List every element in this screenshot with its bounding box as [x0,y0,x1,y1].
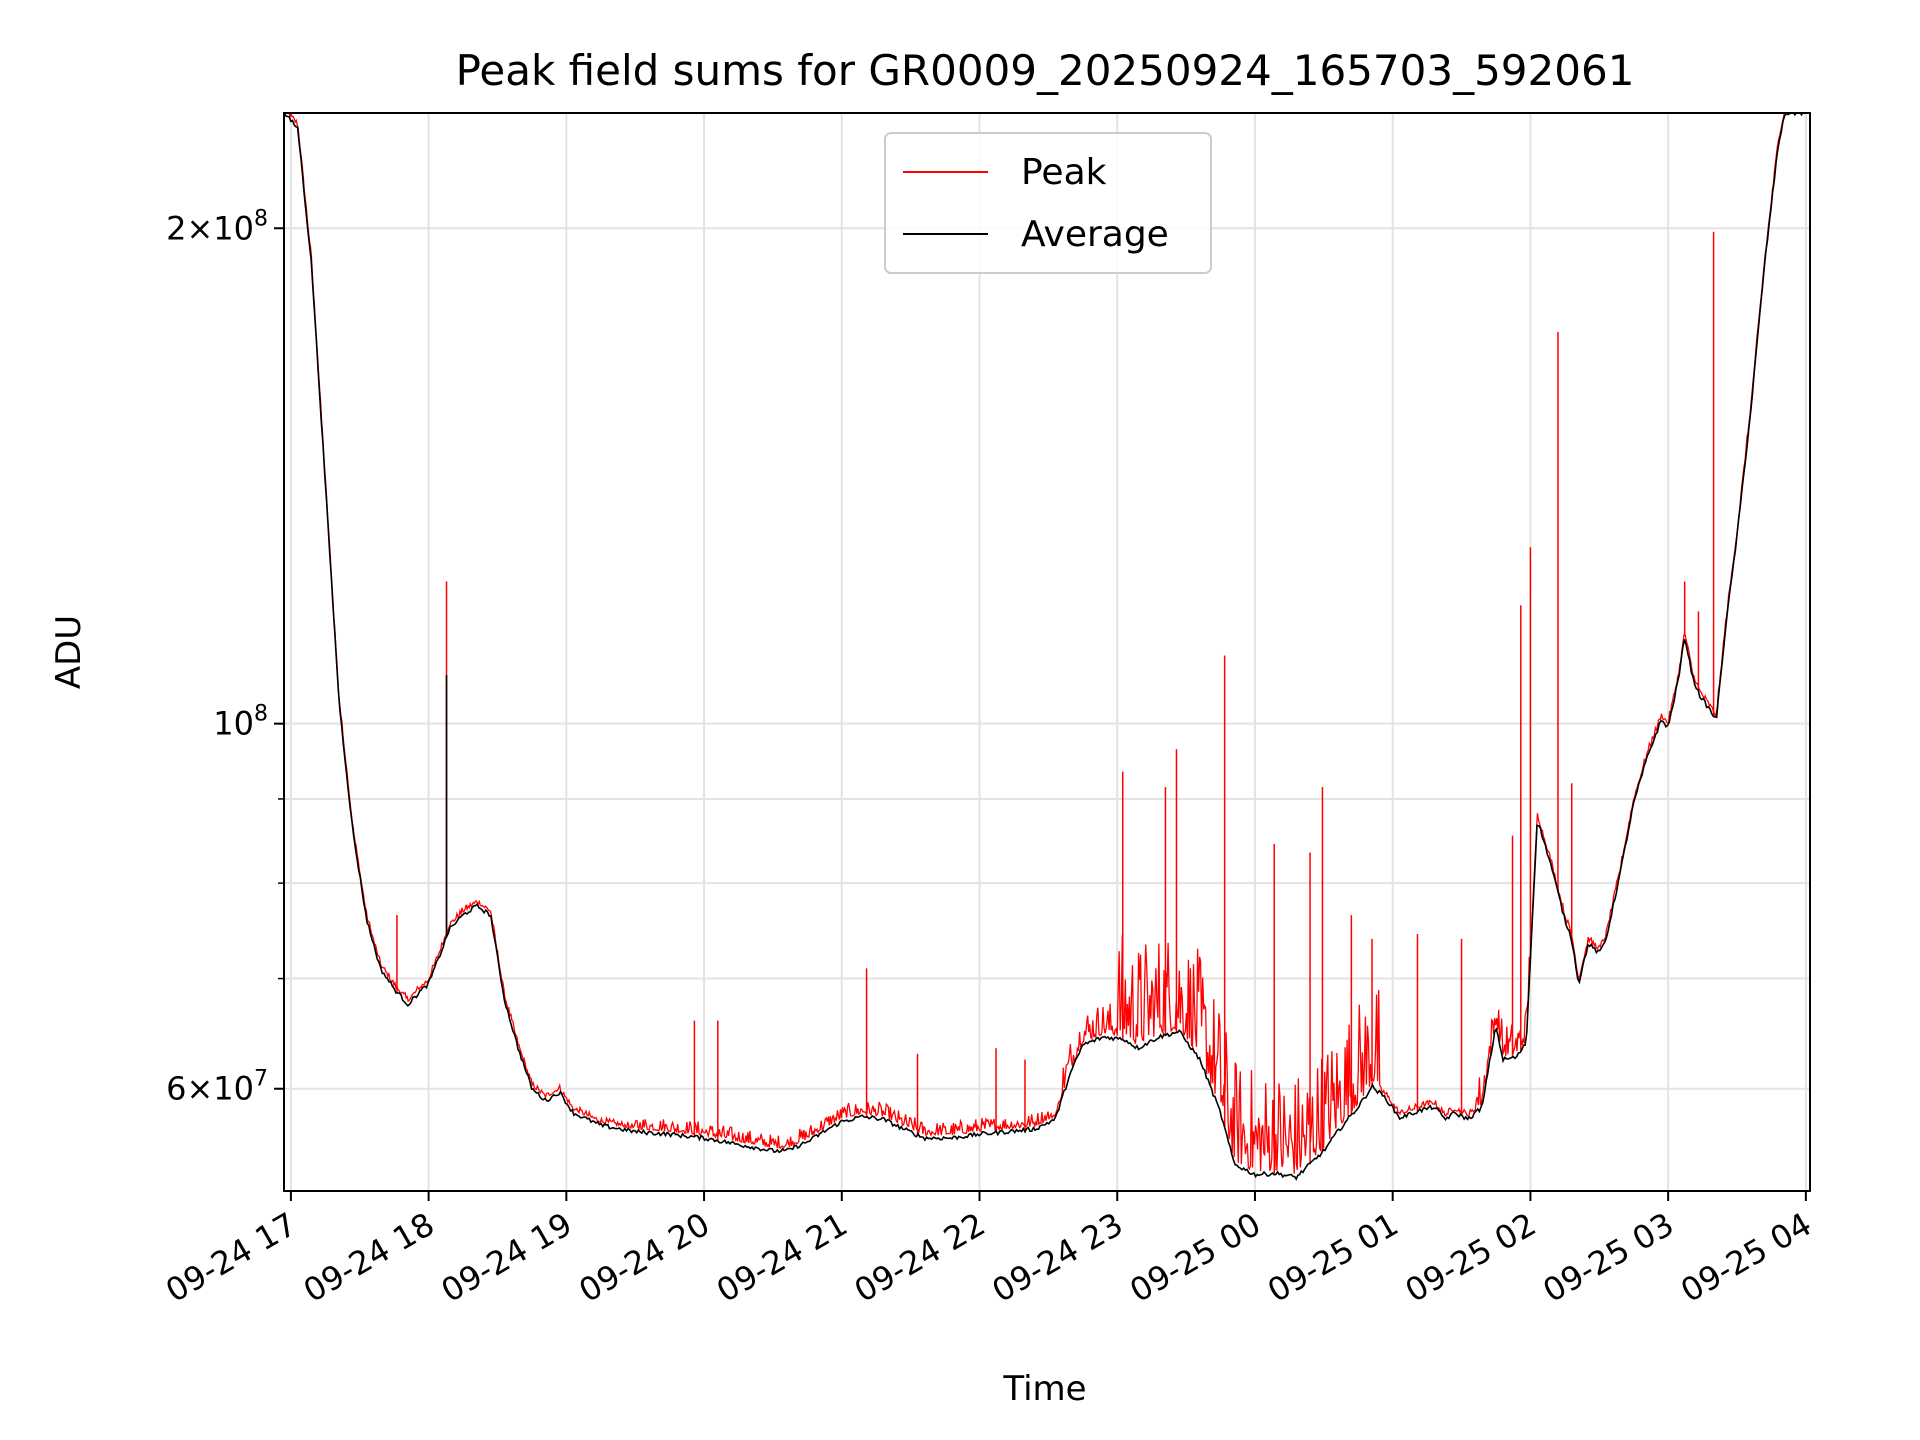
legend: Peak Average [884,132,1212,274]
y-tick-label: 2×108 [166,206,268,247]
legend-box [884,132,1212,274]
axes-frame [283,112,1811,1192]
legend-peak-label: Peak [1021,152,1107,193]
legend-average-label: Average [1021,214,1169,255]
y-tick-label: 6×107 [166,1067,268,1108]
average-series-line [284,113,1810,1181]
y-axis-label: ADU [49,615,89,689]
plot-area [284,113,1810,1181]
x-axis-label: Time [1002,1369,1086,1409]
y-axis: 6×107 108 2×108 [166,206,284,1108]
y-tick-label: 108 [213,702,268,743]
chart-title: Peak field sums for GR0009_20250924_1657… [456,46,1635,95]
